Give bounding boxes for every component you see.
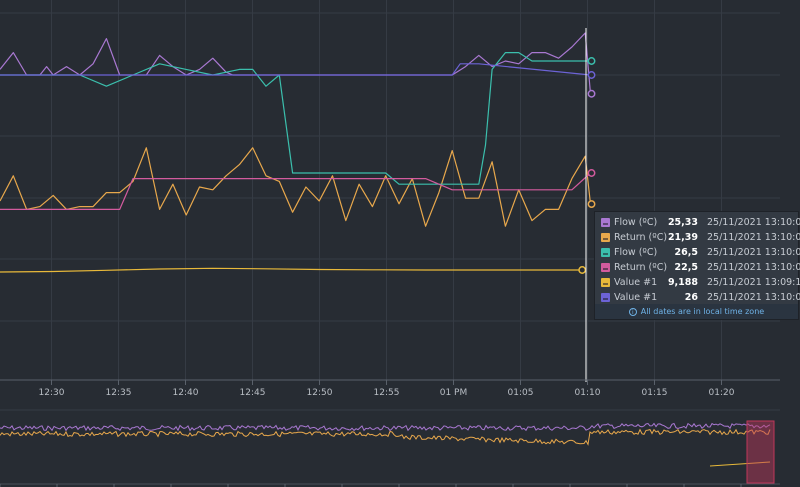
series-line	[0, 147, 592, 227]
legend-series-time: 25/11/2021 13:10:00	[707, 292, 800, 303]
legend-series-name: Value #1	[614, 292, 658, 303]
series-end-marker	[587, 169, 596, 177]
legend-series-name: Flow (ºC)	[614, 217, 658, 228]
series-line	[0, 172, 591, 210]
legend-series-time: 25/11/2021 13:10:00	[707, 262, 800, 273]
series-end-marker	[587, 200, 596, 209]
navigator-flow-line	[0, 422, 771, 432]
x-tick-label: 12:40	[173, 388, 199, 398]
navigator-return-line	[0, 428, 771, 446]
series-end-marker	[587, 57, 596, 65]
legend-series-time: 25/11/2021 13:10:00	[707, 247, 800, 258]
x-tick-label: 12:45	[240, 388, 266, 398]
grid-lines	[0, 0, 780, 380]
legend-series-value: 25,33	[667, 217, 698, 228]
navigator-value-line	[709, 461, 771, 467]
series-line	[0, 32, 592, 94]
end-markers	[578, 57, 596, 274]
legend-series-time: 25/11/2021 13:10:03	[707, 217, 800, 228]
series-chart-icon	[601, 218, 610, 227]
series-line	[0, 51, 591, 185]
x-tick-label: 12:35	[106, 388, 132, 398]
legend-row: Return (ºC) 22,5 25/11/2021 13:10:00	[595, 261, 800, 276]
legend-footer: i All dates are in local time zone	[595, 304, 798, 319]
series-end-marker	[578, 266, 587, 274]
legend-series-value: 9,188	[667, 277, 698, 288]
legend-row: Flow (ºC) 26,5 25/11/2021 13:10:00	[595, 246, 800, 261]
series-chart-icon	[601, 293, 610, 302]
x-tick-label: 01:20	[709, 388, 735, 398]
series-line	[0, 267, 582, 273]
legend-series-name: Return (ºC)	[614, 262, 668, 273]
legend-series-value: 26	[684, 292, 698, 303]
legend-footer-text: All dates are in local time zone	[640, 307, 765, 316]
legend-series-name: Return (ºC)	[614, 232, 668, 243]
legend-series-name: Value #1	[614, 277, 658, 288]
series-end-marker	[587, 71, 596, 79]
series-chart-icon	[601, 278, 610, 287]
legend-row: Value #1 9,188 25/11/2021 13:09:12	[595, 276, 800, 291]
x-tick-label: 01:10	[575, 388, 601, 398]
legend-series-value: 26,5	[674, 247, 698, 258]
legend-row: Return (ºC) 21,39 25/11/2021 13:10:03	[595, 231, 800, 246]
legend-row: Flow (ºC) 25,33 25/11/2021 13:10:03	[595, 216, 800, 231]
x-tick-label: 12:30	[39, 388, 65, 398]
x-tick-label: 01:05	[508, 388, 534, 398]
legend-series-value: 22,5	[674, 262, 698, 273]
navigator-selection[interactable]	[746, 420, 775, 484]
x-tick-label: 12:55	[374, 388, 400, 398]
series-line	[0, 63, 591, 76]
x-tick-label: 01 PM	[440, 388, 468, 398]
legend-row: Value #1 26 25/11/2021 13:10:00	[595, 291, 800, 306]
x-axis: 12:30 12:35 12:40 12:45 12:50 12:55 01 PM 01:05…	[0, 379, 780, 398]
legend-series-value: 21,39	[667, 232, 698, 243]
info-icon: i	[628, 307, 637, 316]
navigator[interactable]	[0, 409, 780, 487]
tooltip-legend: Flow (ºC) 25,33 25/11/2021 13:10:03 Return …	[594, 211, 800, 320]
x-tick-label: 12:50	[307, 388, 333, 398]
legend-series-time: 25/11/2021 13:09:12	[707, 277, 800, 288]
series-end-marker	[587, 89, 596, 98]
x-tick-label: 01:15	[642, 388, 668, 398]
series-layer	[0, 32, 592, 273]
series-chart-icon	[601, 233, 610, 242]
legend-series-time: 25/11/2021 13:10:03	[707, 232, 800, 243]
series-chart-icon	[601, 248, 610, 257]
legend-series-name: Flow (ºC)	[614, 247, 658, 258]
series-chart-icon	[601, 263, 610, 272]
